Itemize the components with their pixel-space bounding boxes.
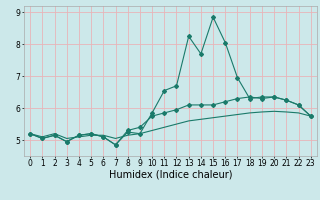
- X-axis label: Humidex (Indice chaleur): Humidex (Indice chaleur): [109, 170, 232, 180]
